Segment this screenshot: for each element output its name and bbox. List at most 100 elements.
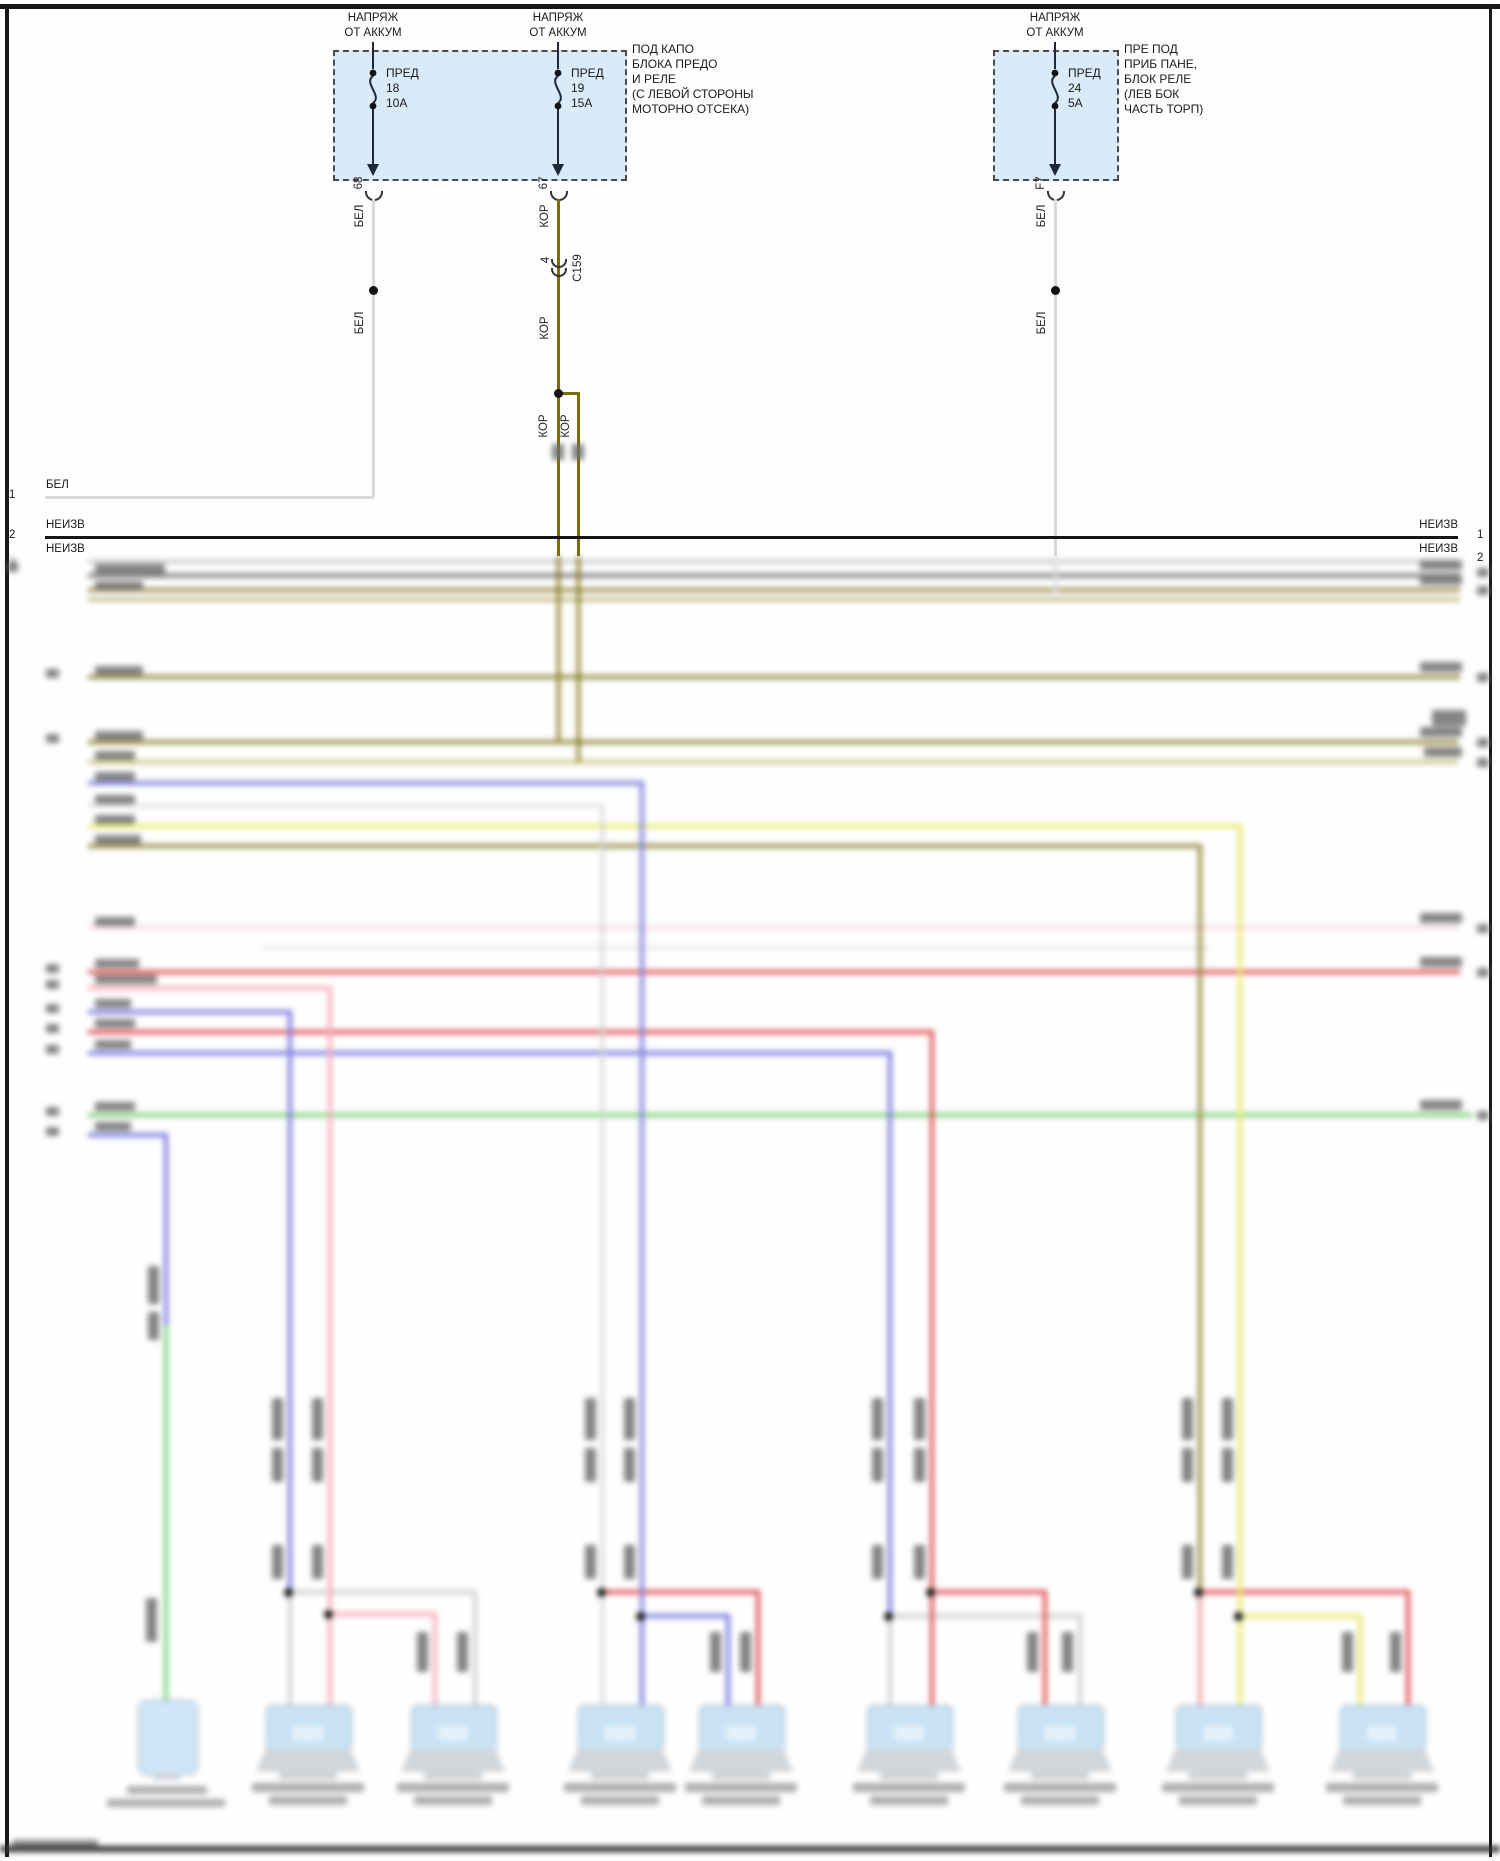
fuse-24-text: ПРЕД 24 5A <box>1068 66 1101 110</box>
blurred-label <box>1222 1545 1233 1579</box>
blurred-label <box>585 1545 596 1579</box>
c159-connector-icon-1 <box>551 259 567 268</box>
wire-segment-horizontal <box>88 588 1460 592</box>
wire-segment-horizontal <box>88 1051 892 1055</box>
blurred-label <box>1420 913 1462 923</box>
blurred-label <box>1420 957 1462 967</box>
blurred-label <box>1222 1448 1233 1482</box>
wire-segment-vertical <box>1238 1614 1242 1705</box>
wire-segment-vertical <box>577 556 580 762</box>
blurred-label <box>95 1040 131 1049</box>
bel-wire-left <box>371 199 375 497</box>
wire-segment-vertical <box>1198 844 1202 1592</box>
blurred-label <box>417 1632 428 1672</box>
junction-dot <box>1193 1587 1203 1597</box>
speaker-caption-line <box>1004 1783 1116 1792</box>
blurred-label <box>95 795 135 804</box>
bus3-number-right: 2 <box>1477 552 1484 564</box>
junction-dot <box>596 1587 606 1597</box>
underhood-fusebox <box>333 50 627 181</box>
speaker-connector <box>1203 1726 1233 1741</box>
blurred-label <box>914 1448 925 1482</box>
blurred-label <box>95 1102 135 1111</box>
blurred-label <box>95 731 143 740</box>
wire-segment-horizontal <box>88 598 1460 601</box>
speaker-caption-line <box>1326 1783 1438 1792</box>
blurred-label <box>1477 758 1489 767</box>
wire-segment-vertical <box>640 1614 644 1705</box>
wire-segment-horizontal <box>88 1010 292 1014</box>
left-border <box>5 4 9 1857</box>
wire-segment-horizontal <box>88 675 1460 679</box>
wire-segment-horizontal <box>288 1590 477 1594</box>
fuse-18-symbol <box>367 42 379 176</box>
speaker-caption-line <box>1343 1796 1421 1805</box>
speaker-caption-line <box>564 1783 676 1792</box>
wire-segment-horizontal <box>930 1590 1047 1594</box>
speaker-base <box>1330 1749 1434 1772</box>
speaker-caption-line <box>685 1783 797 1792</box>
bus2-label-left: НЕИЗВ <box>46 519 85 531</box>
blurred-label <box>95 815 135 824</box>
speaker-base <box>1166 1749 1270 1772</box>
junction-dot <box>925 1587 935 1597</box>
wire-segment-horizontal <box>88 1030 934 1034</box>
blurred-label <box>272 1545 283 1579</box>
wire-segment-horizontal <box>88 824 1242 828</box>
module-caption-line <box>127 1786 207 1794</box>
wire-segment-vertical <box>1043 1590 1047 1705</box>
wire-segment-horizontal <box>88 740 1458 744</box>
blurred-label <box>46 1107 59 1116</box>
blurred-label <box>914 1398 925 1440</box>
wire-segment-horizontal <box>1238 1614 1362 1618</box>
blurred-label <box>1424 747 1462 757</box>
speaker-foot <box>880 1772 938 1780</box>
speaker-caption-line <box>1162 1783 1274 1792</box>
wire-segment-vertical <box>164 1325 168 1703</box>
blurred-label <box>585 1398 596 1440</box>
wire-segment-vertical <box>888 1614 892 1705</box>
wire-segment-horizontal <box>88 560 1458 563</box>
speaker-caption-line <box>702 1796 780 1805</box>
power-label-3-line2: ОТ АККУМ <box>1026 27 1084 39</box>
blurred-label <box>1062 1632 1073 1672</box>
power-label-1-line1: НАПРЯЖ <box>347 12 399 24</box>
wire-segment-vertical <box>433 1612 437 1705</box>
speaker-connector <box>1367 1726 1397 1741</box>
blurred-label <box>914 1545 925 1579</box>
wire-segment-vertical <box>1078 1614 1082 1705</box>
wire-segment-vertical <box>1238 824 1242 1616</box>
power-label-1-line2: ОТ АККУМ <box>344 27 402 39</box>
blurred-label <box>1182 1398 1193 1440</box>
wire-segment-vertical <box>1358 1614 1362 1705</box>
panel-fusebox-note: ПРЕ ПОД ПРИБ ПАНЕ, БЛОК РЕЛЕ (ЛЕВ БОК ЧАСТ… <box>1124 42 1204 116</box>
fuse-19-text: ПРЕД 19 15A <box>571 66 604 110</box>
blurred-label <box>95 772 135 781</box>
module-caption-line <box>107 1799 225 1807</box>
wire-segment-vertical <box>164 1133 168 1325</box>
blurred-label <box>95 1019 135 1028</box>
speaker-caption-line <box>1021 1796 1099 1805</box>
blurred-label <box>1420 662 1462 672</box>
blurred-label <box>1182 1448 1193 1482</box>
speaker-caption-line <box>581 1796 659 1805</box>
speaker-base <box>857 1749 961 1772</box>
kor-junction-dot <box>553 388 563 398</box>
blurred-label <box>1420 560 1462 570</box>
speaker-base <box>401 1749 505 1772</box>
speaker-connector <box>726 1726 756 1741</box>
bel-left-junction-dot <box>368 285 378 295</box>
blurred-label <box>46 964 59 973</box>
blurred-label <box>46 1045 59 1054</box>
blurred-label <box>1420 575 1462 585</box>
blurred-label <box>95 999 131 1008</box>
bus2-number-left: 2 <box>9 529 16 541</box>
bus2-line <box>45 535 1458 539</box>
bel-wire-right <box>1053 199 1057 556</box>
bel-bus-line <box>45 495 374 499</box>
blurred-label <box>1477 924 1489 933</box>
blurred-label <box>585 1448 596 1482</box>
blurred-label <box>1477 738 1489 747</box>
wire-segment-horizontal <box>88 804 604 807</box>
